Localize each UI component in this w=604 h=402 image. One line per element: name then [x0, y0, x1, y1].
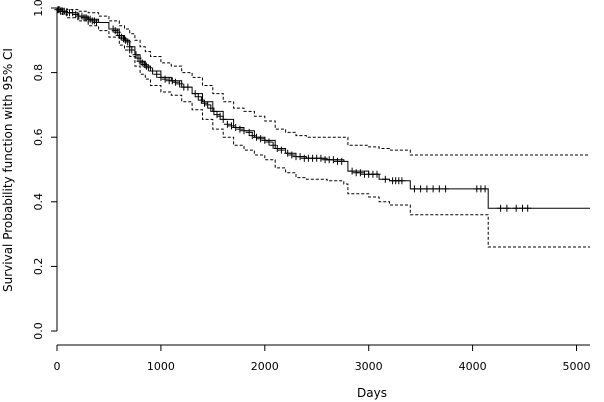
censor-mark [497, 204, 505, 212]
x-ticks: 0 1000 2000 3000 4000 5000 [54, 345, 590, 373]
censor-mark [296, 153, 304, 161]
x-axis-title: Days [357, 386, 387, 400]
censor-mark [144, 64, 152, 72]
censor-mark [261, 136, 269, 144]
censor-mark [273, 145, 281, 152]
upper-95-ci-line [57, 7, 590, 156]
censor-mark [423, 185, 431, 193]
x-tick-label: 3000 [355, 360, 383, 373]
censor-mark [269, 141, 277, 149]
y-tick-label: 0.4 [32, 193, 45, 211]
censor-mark [240, 127, 248, 135]
lower-95-ci-line [57, 7, 590, 248]
censor-mark [171, 78, 179, 86]
censor-mark [128, 46, 136, 54]
y-tick-label: 0.2 [32, 258, 45, 276]
censor-mark [72, 11, 80, 18]
censor-mark [410, 185, 418, 193]
censor-mark [176, 80, 184, 88]
censor-mark [481, 185, 489, 193]
censor-mark [253, 133, 260, 141]
censor-mark [284, 149, 292, 157]
censor-mark [429, 185, 437, 193]
censor-mark [201, 99, 208, 107]
censor-mark [168, 77, 176, 85]
axes [56, 8, 590, 346]
censor-mark [398, 177, 406, 185]
censor-mark [228, 122, 235, 130]
censor-mark [153, 70, 161, 78]
censor-mark [277, 146, 285, 154]
censor-mark [265, 138, 273, 146]
x-tick-label: 4000 [459, 360, 487, 373]
censor-mark [338, 157, 346, 165]
censor-mark [207, 104, 215, 112]
censor-mark [149, 67, 157, 75]
censor-mark [157, 73, 165, 81]
y-tick-label: 0.0 [32, 322, 45, 340]
censor-mark [93, 19, 100, 26]
censor-mark [356, 169, 364, 177]
censor-mark [317, 154, 325, 162]
censor-mark [197, 96, 205, 104]
censor-mark [204, 101, 212, 109]
censor-mark [512, 204, 520, 212]
x-tick-label: 2000 [251, 360, 279, 373]
survival-curve-layer [57, 7, 590, 209]
censor-mark [503, 204, 511, 212]
censor-mark [223, 120, 231, 128]
y-tick-label: 1.0 [32, 0, 45, 17]
censor-mark [288, 151, 296, 159]
censor-mark [248, 132, 256, 140]
x-tick-label: 0 [54, 360, 61, 373]
censor-mark [417, 185, 425, 193]
censor-mark [373, 170, 381, 178]
y-tick-label: 0.6 [32, 128, 45, 146]
censor-mark [381, 175, 389, 183]
y-axis-title: Survival Probability function with 95% C… [1, 48, 15, 292]
censor-mark [348, 167, 356, 175]
censor-mark [194, 93, 202, 101]
censor-mark [524, 204, 532, 212]
censor-mark [236, 125, 244, 133]
y-tick-label: 0.8 [32, 64, 45, 82]
censor-mark [435, 185, 443, 193]
censor-mark [219, 115, 227, 123]
censor-marks-layer [54, 6, 532, 212]
censor-mark [191, 90, 199, 98]
censor-mark [210, 107, 218, 115]
x-tick-label: 1000 [147, 360, 175, 373]
censor-mark [124, 38, 132, 46]
censor-mark [245, 128, 253, 136]
censor-mark [232, 124, 240, 131]
confidence-interval-layer [57, 7, 590, 248]
censor-mark [257, 135, 265, 143]
estimate-line [57, 7, 590, 209]
censor-mark [213, 111, 221, 119]
x-tick-label: 5000 [562, 360, 590, 373]
censor-mark [184, 83, 192, 91]
censor-mark [329, 156, 337, 164]
censor-mark [442, 185, 450, 193]
y-ticks: 0.0 0.2 0.4 0.6 0.8 1.0 [32, 0, 57, 340]
censor-mark [69, 9, 77, 17]
censor-mark [161, 75, 169, 83]
censor-mark [216, 112, 224, 120]
